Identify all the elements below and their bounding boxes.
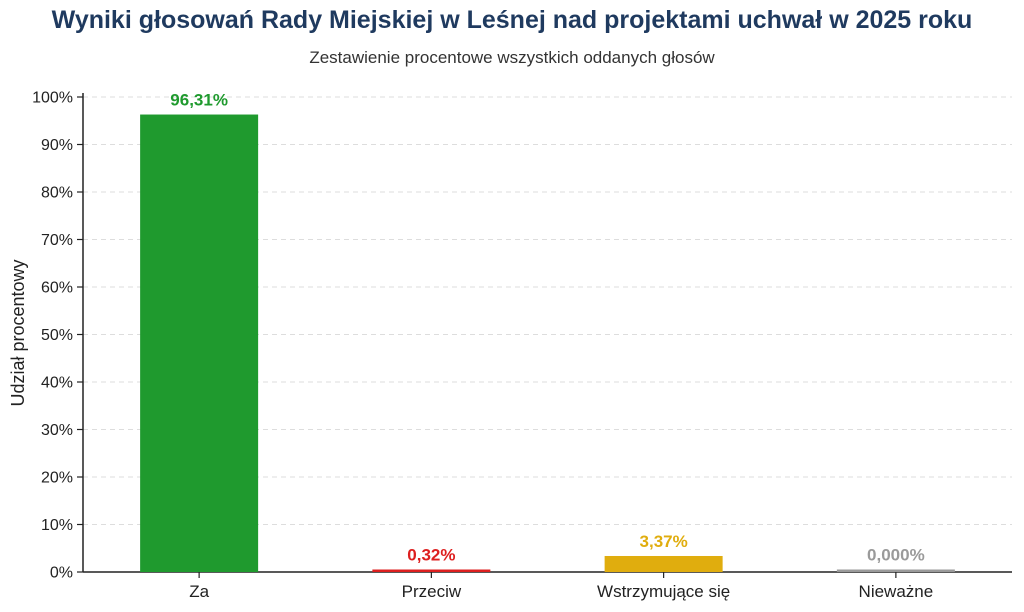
- y-tick-label: 60%: [41, 280, 73, 297]
- chart-title: Wyniki głosowań Rady Miejskiej w Leśnej …: [51, 6, 973, 34]
- y-tick-label: 80%: [41, 185, 73, 202]
- data-label: 96,31%: [170, 91, 228, 110]
- bars: [140, 114, 955, 572]
- category-label: Przeciw: [402, 582, 462, 601]
- bar-3: [604, 555, 723, 572]
- category-labels: Za Przeciw Wstrzymujące się Nieważne: [189, 572, 933, 601]
- y-tick-label: 0%: [50, 565, 73, 582]
- y-axis-label: Udział procentowy: [8, 259, 28, 406]
- y-tick-label: 10%: [41, 517, 73, 534]
- chart-subtitle: Zestawienie procentowe wszystkich oddany…: [309, 48, 715, 67]
- y-tick-labels: 0% 10% 20% 30% 40% 50% 60% 70% 80% 90% 100%: [32, 90, 83, 582]
- y-tick-label: 30%: [41, 422, 73, 439]
- data-label: 3,37%: [640, 532, 688, 551]
- data-labels: 96,31% 0,32% 3,37% 0,000%: [170, 91, 924, 565]
- category-label: Za: [189, 582, 209, 601]
- y-tick-label: 70%: [41, 232, 73, 249]
- category-label: Wstrzymujące się: [597, 582, 730, 601]
- category-label: Nieważne: [859, 582, 934, 601]
- bar-4: [836, 569, 955, 572]
- y-tick-label: 90%: [41, 137, 73, 154]
- bar-2: [372, 569, 491, 572]
- data-label: 0,000%: [867, 546, 925, 565]
- y-tick-label: 100%: [32, 90, 73, 107]
- data-label: 0,32%: [407, 546, 455, 565]
- bar-1: [140, 114, 259, 572]
- y-tick-label: 20%: [41, 470, 73, 487]
- y-tick-label: 40%: [41, 375, 73, 392]
- y-tick-label: 50%: [41, 327, 73, 344]
